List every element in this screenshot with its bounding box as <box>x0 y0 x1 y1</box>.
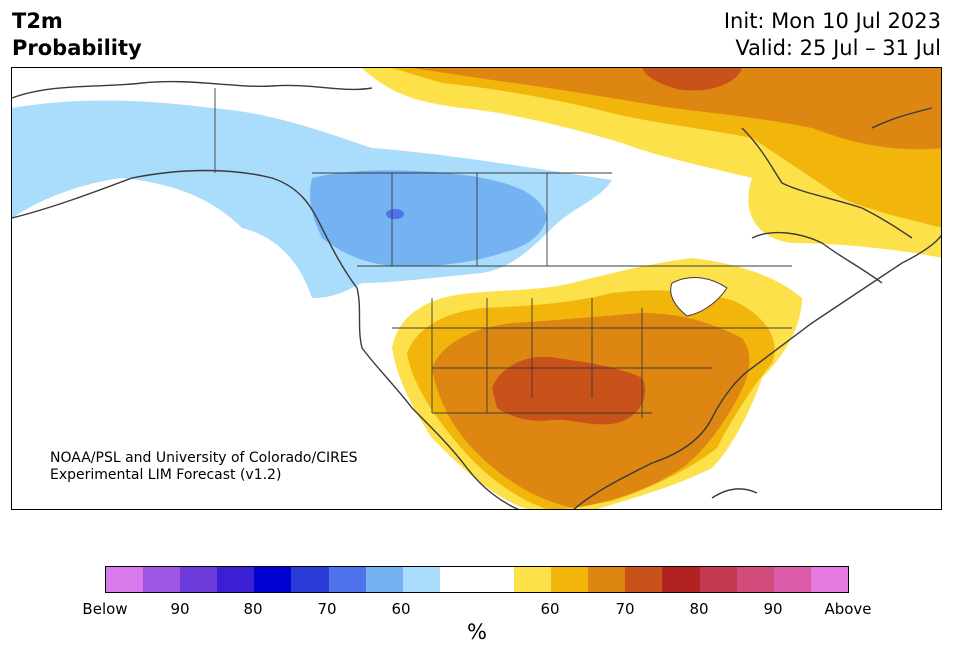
colorbar-segment <box>551 567 589 592</box>
colorbar-segment <box>254 567 292 592</box>
colorbar-tick-label: 60 <box>391 600 411 618</box>
colorbar-segment <box>106 567 144 592</box>
great-lakes <box>670 277 728 317</box>
colorbar-segment <box>810 567 848 592</box>
state-province-borders <box>214 88 792 418</box>
colorbar-segment <box>773 567 811 592</box>
above-80-region-north <box>412 68 941 150</box>
credit-line-1: NOAA/PSL and University of Colorado/CIRE… <box>50 450 358 466</box>
colorbar-segment <box>180 567 218 592</box>
colorbar-segment <box>402 567 440 592</box>
colorbar-segment <box>514 567 552 592</box>
credit-line-2: Experimental LIM Forecast (v1.2) <box>50 467 282 483</box>
title-block: T2m Probability <box>12 8 142 62</box>
colorbar-tick-label: 80 <box>689 600 709 618</box>
colorbar-tick-label: 70 <box>317 600 337 618</box>
above-90-region-us <box>492 356 646 425</box>
colorbar-segment <box>625 567 663 592</box>
colorbar-segment <box>291 567 329 592</box>
colorbar-segment <box>476 567 515 592</box>
colorbar-tick-label: 90 <box>763 600 783 618</box>
colorbar-segment <box>736 567 774 592</box>
colorbar-tick-label: 80 <box>243 600 263 618</box>
colorbar-segment <box>699 567 737 592</box>
colorbar-tick-label: 60 <box>540 600 560 618</box>
probability-colorbar <box>105 566 849 593</box>
colorbar-segment <box>662 567 700 592</box>
coastlines-and-borders <box>12 80 941 509</box>
init-date: Init: Mon 10 Jul 2023 <box>723 9 941 33</box>
title-subtitle: Probability <box>12 36 142 60</box>
valid-date: Valid: 25 Jul – 31 Jul <box>735 36 941 60</box>
below-70-region <box>310 170 547 267</box>
colorbar-segment <box>217 567 255 592</box>
colorbar-tick-label: 90 <box>170 600 190 618</box>
colorbar-segment <box>328 567 366 592</box>
colorbar-tick-label: 70 <box>615 600 635 618</box>
probability-map-svg <box>12 68 941 509</box>
below-80-region <box>386 209 404 219</box>
above-90-region-north <box>642 68 742 91</box>
colorbar-segment <box>365 567 403 592</box>
title-variable: T2m <box>12 9 63 33</box>
colorbar-segment <box>588 567 626 592</box>
colorbar-segment <box>143 567 181 592</box>
date-block: Init: Mon 10 Jul 2023 Valid: 25 Jul – 31… <box>724 8 941 62</box>
colorbar-unit: % <box>467 620 487 644</box>
map-credit: NOAA/PSL and University of Colorado/CIRE… <box>50 450 358 484</box>
colorbar-segment <box>439 567 477 592</box>
colorbar-tick-label: Above <box>824 600 872 618</box>
forecast-map: NOAA/PSL and University of Colorado/CIRE… <box>11 67 942 510</box>
colorbar-tick-label: Below <box>82 600 128 618</box>
